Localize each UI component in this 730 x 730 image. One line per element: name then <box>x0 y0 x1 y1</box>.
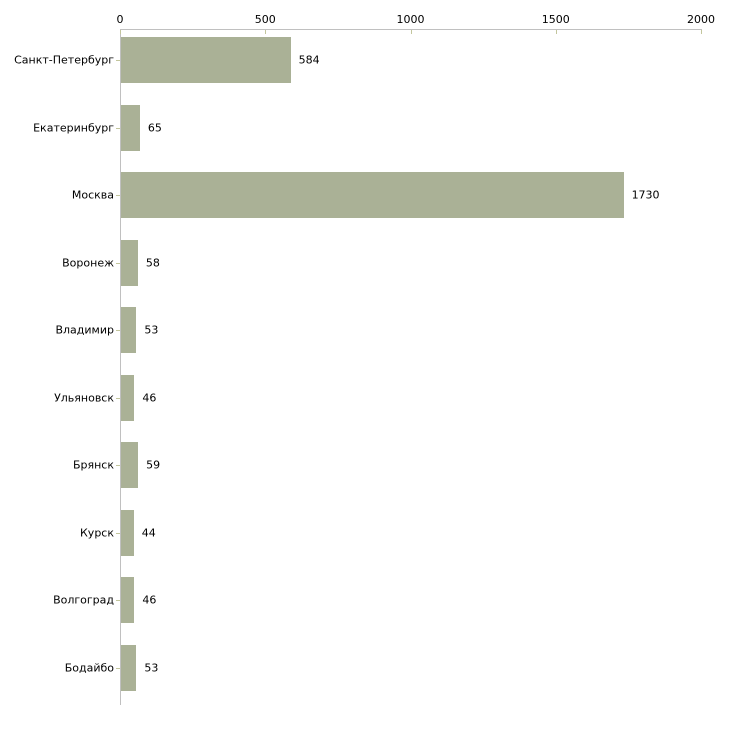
category-label: Брянск <box>72 458 114 472</box>
bar <box>121 104 140 151</box>
value-label: 58 <box>145 256 160 269</box>
x-tick-label: 1500 <box>541 13 570 26</box>
bar <box>121 172 624 218</box>
category-label: Воронеж <box>62 256 114 269</box>
category-tick-mark <box>116 532 120 534</box>
bar <box>121 442 139 488</box>
category-label: Екатеринбург <box>33 121 114 134</box>
value-label: 46 <box>142 391 157 404</box>
value-label: 46 <box>142 593 157 607</box>
category-tick-mark <box>116 667 120 669</box>
bar <box>121 307 137 353</box>
x-tick-label: 0 <box>116 13 124 26</box>
category-label: Москва <box>71 188 114 202</box>
category-label: Волгоград <box>53 593 114 607</box>
y-axis-line <box>120 29 121 705</box>
x-tick-label: 2000 <box>687 13 715 26</box>
x-tick-mark <box>555 30 557 34</box>
value-label: 53 <box>144 661 159 674</box>
bar <box>121 37 291 83</box>
category-tick-mark <box>116 465 120 466</box>
category-tick-mark <box>116 262 120 264</box>
category-label: Ульяновск <box>54 391 114 404</box>
category-tick-mark <box>116 330 120 331</box>
bar <box>121 509 134 556</box>
category-label: Санкт-Петербург <box>14 53 114 67</box>
x-tick-mark <box>120 30 121 34</box>
x-tick-mark <box>410 30 412 34</box>
category-label: Бодайбо <box>64 661 114 674</box>
value-label: 1730 <box>631 188 660 202</box>
x-tick-label: 500 <box>254 13 276 26</box>
category-tick-mark <box>116 127 120 129</box>
value-label: 59 <box>146 458 161 472</box>
bar <box>121 644 137 691</box>
bar <box>121 239 138 286</box>
x-tick-mark <box>265 30 267 34</box>
value-label: 53 <box>144 323 159 337</box>
category-tick-mark <box>116 60 120 61</box>
x-axis-line <box>120 29 702 30</box>
category-tick-mark <box>116 600 120 601</box>
category-label: Владимир <box>55 323 114 337</box>
bar <box>121 374 135 421</box>
category-tick-mark <box>116 397 120 399</box>
x-tick-label: 1000 <box>396 13 425 26</box>
category-label: Курск <box>80 526 114 539</box>
x-tick-mark <box>701 30 702 34</box>
value-label: 44 <box>141 526 156 539</box>
bar <box>121 577 135 623</box>
value-label: 65 <box>147 121 162 134</box>
category-tick-mark <box>116 195 120 196</box>
value-label: 584 <box>298 53 320 67</box>
